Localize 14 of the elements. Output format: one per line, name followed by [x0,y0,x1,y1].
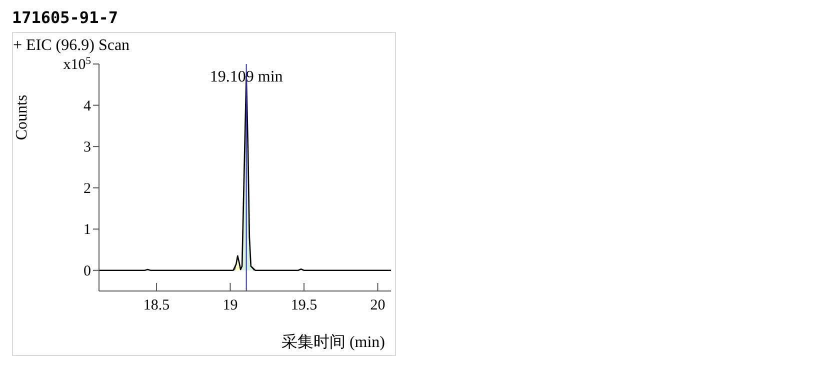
y-tick-label: 3 [84,140,91,156]
x-tick-label: 20 [370,298,386,314]
chart-subtitle: + EIC (96.9) Scan [13,37,130,55]
chart-title: 171605-91-7 [12,8,118,27]
y-tick-label: 4 [84,98,92,114]
y-axis-title: Counts [14,94,31,140]
x-axis-title: 采集时间 (min) [281,333,385,351]
y-tick-label: 2 [84,180,91,197]
x-tick-label: 19 [222,298,238,314]
x-tick-label: 18.5 [143,298,170,314]
y-tick-label: x10$^{5}$ [63,56,91,73]
y-tick-label: 0 [84,263,91,280]
y-tick-label: 1 [84,222,91,238]
x-tick-label: 19.5 [290,298,318,314]
